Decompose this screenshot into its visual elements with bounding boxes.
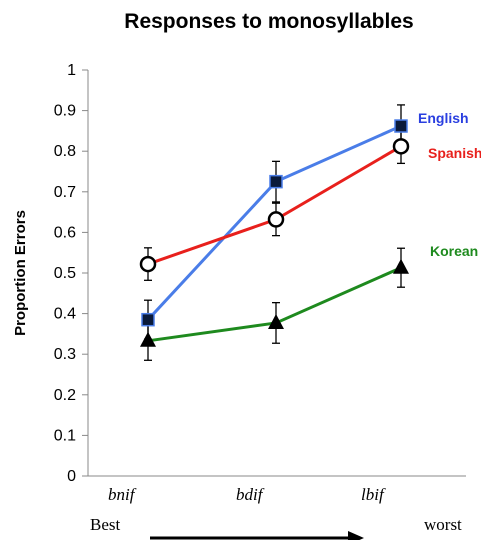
y-tick-label: 0.4	[54, 306, 76, 323]
series-label-korean: Korean	[430, 243, 478, 259]
y-tick-label: 0.1	[54, 427, 76, 444]
scale-left-label: Best	[90, 515, 121, 534]
data-point-korean	[393, 258, 409, 274]
y-tick-label: 0.7	[54, 184, 76, 201]
x-axis-categories: bnif bdif lbif	[108, 485, 386, 504]
y-axis-label: Proportion Errors	[12, 210, 29, 336]
y-tick-label: 0	[67, 468, 76, 485]
y-tick-label: 0.2	[54, 387, 76, 404]
y-tick-label: 1	[67, 62, 76, 79]
scale-arrow-head	[348, 531, 364, 540]
series-label-english: English	[418, 110, 469, 126]
data-point-korean	[140, 331, 156, 347]
y-tick-label: 0.6	[54, 224, 76, 241]
data-point-korean	[268, 313, 284, 329]
y-tick-label: 0.5	[54, 265, 76, 282]
data-point-spanish	[392, 138, 410, 155]
data-point-spanish	[267, 211, 285, 228]
data-point-english	[394, 119, 408, 133]
data-point-english	[269, 174, 283, 189]
y-tick-label: 0.3	[54, 346, 76, 363]
y-tick-label: 0.9	[54, 103, 76, 120]
data-point-spanish	[139, 255, 157, 273]
series-label-spanish: Spanish	[428, 145, 481, 161]
x-category-label: lbif	[361, 485, 386, 504]
chart-title: Responses to monosyllables	[124, 10, 413, 33]
series-line-spanish	[147, 145, 402, 266]
y-tick-label: 0.8	[54, 143, 76, 160]
x-category-label: bnif	[108, 485, 137, 504]
y-axis-ticks: 0 0.1 0.2 0.3 0.4 0.5 0.6 0.7 0.8 0.9 1	[54, 62, 88, 485]
data-point-english	[141, 312, 155, 327]
x-category-label: bdif	[236, 485, 265, 504]
scale-right-label: worst	[424, 515, 462, 534]
plot-area	[139, 104, 410, 361]
